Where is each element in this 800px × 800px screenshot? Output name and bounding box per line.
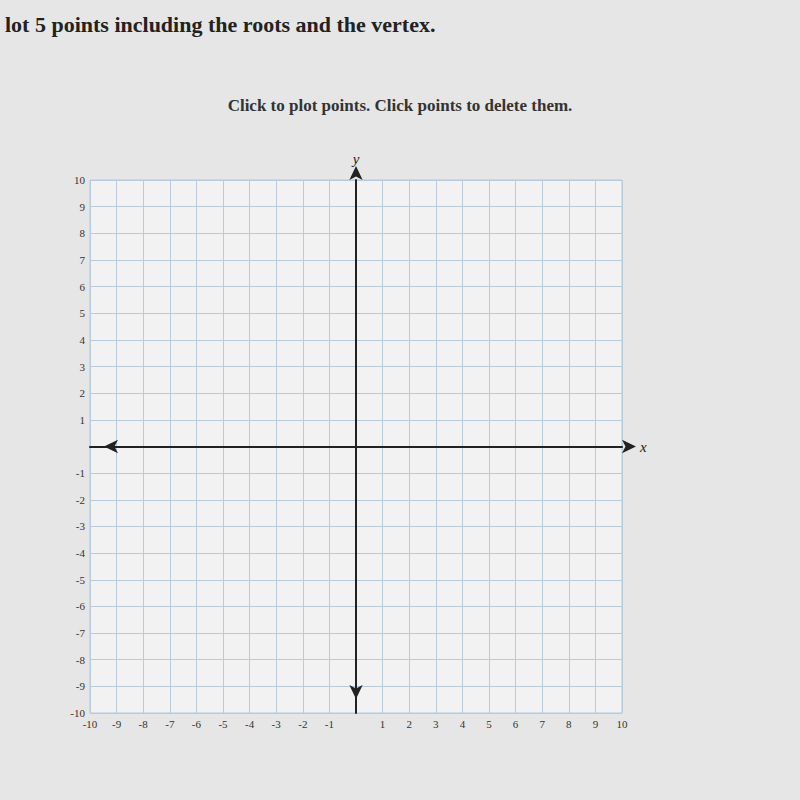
svg-text:-1: -1 [325,718,334,730]
svg-text:8: 8 [566,718,572,730]
svg-text:2: 2 [406,718,412,730]
svg-text:y: y [351,151,360,167]
svg-text:9: 9 [80,201,86,213]
svg-text:-2: -2 [76,494,85,506]
svg-text:-10: -10 [70,707,85,719]
svg-text:5: 5 [80,307,86,319]
svg-text:-7: -7 [76,627,86,639]
svg-text:Click to plot points. Click po: Click to plot points. Click points to de… [228,96,573,115]
svg-text:-8: -8 [76,654,86,666]
svg-text:9: 9 [593,718,599,730]
svg-text:10: 10 [74,174,86,186]
svg-text:-9: -9 [76,680,86,692]
svg-text:-6: -6 [76,600,86,612]
svg-text:x: x [639,439,647,455]
svg-text:-8: -8 [139,718,149,730]
svg-text:-9: -9 [112,718,122,730]
svg-text:-1: -1 [76,467,85,479]
svg-text:lot 5 points including the roo: lot 5 points including the roots and the… [5,12,435,37]
svg-text:-5: -5 [218,718,228,730]
svg-text:3: 3 [433,718,439,730]
svg-text:7: 7 [80,254,86,266]
svg-text:7: 7 [539,718,545,730]
svg-text:3: 3 [80,361,86,373]
svg-text:-3: -3 [76,520,86,532]
svg-text:2: 2 [80,387,86,399]
svg-text:-3: -3 [272,718,282,730]
svg-text:-7: -7 [165,718,175,730]
svg-text:4: 4 [460,718,466,730]
svg-text:6: 6 [80,281,86,293]
svg-text:8: 8 [80,227,86,239]
svg-text:-4: -4 [245,718,255,730]
svg-text:10: 10 [617,718,629,730]
svg-text:6: 6 [513,718,519,730]
svg-text:4: 4 [80,334,86,346]
svg-text:1: 1 [80,414,86,426]
svg-text:5: 5 [486,718,492,730]
svg-text:1: 1 [380,718,386,730]
svg-text:-10: -10 [83,718,98,730]
svg-text:-2: -2 [298,718,307,730]
svg-text:-6: -6 [192,718,202,730]
svg-text:-5: -5 [76,574,86,586]
svg-text:-4: -4 [76,547,86,559]
